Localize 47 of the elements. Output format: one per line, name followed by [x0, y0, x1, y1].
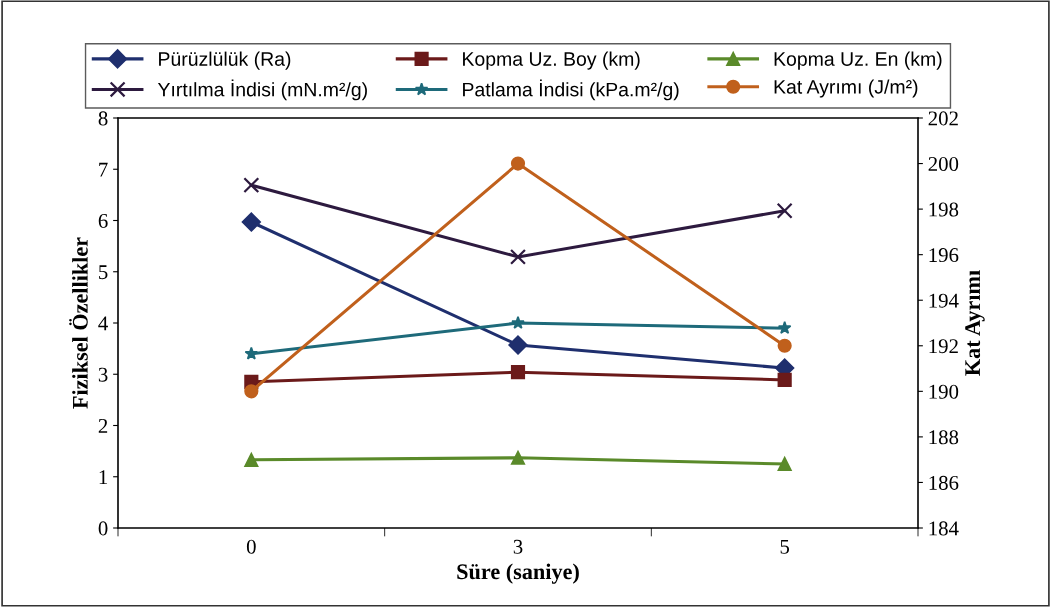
x-tick-label: 3: [513, 539, 523, 554]
point: [509, 248, 527, 265]
y-tick-label: 6: [98, 213, 108, 228]
x-axis-title: Süre (saniye): [457, 563, 579, 584]
y2-axis-title: Kat Ayrımı: [965, 270, 985, 376]
y2-tick-label: 198: [929, 202, 959, 217]
point: [777, 321, 792, 335]
y2-tick-label: 202: [928, 111, 958, 126]
y2-tick-label: 196: [929, 248, 959, 263]
point: [777, 372, 792, 387]
point: [244, 346, 259, 360]
x-tick-label: 0: [246, 539, 256, 554]
y-tick-label: 3: [98, 367, 108, 382]
point: [510, 365, 526, 380]
legend-label: Kopma Uz. Boy (km): [463, 51, 640, 70]
point: [777, 456, 792, 472]
y-tick-label: 7: [99, 162, 108, 177]
point: [508, 335, 528, 355]
x-tick-label: 5: [780, 539, 790, 554]
y2-tick-label: 192: [929, 339, 958, 354]
y-tick-label: 5: [99, 265, 108, 280]
point: [777, 338, 792, 353]
point: [241, 212, 262, 232]
legend-label: Kopma Uz. En (km): [774, 51, 942, 70]
legend-label: Kat Ayrımı (J/m²): [774, 79, 918, 98]
point: [244, 384, 259, 399]
y-tick-label: 0: [98, 521, 108, 536]
point: [510, 156, 526, 171]
y2-tick-label: 190: [929, 384, 959, 399]
point: [243, 177, 260, 194]
y2-tick-label: 186: [929, 475, 959, 490]
y2-tick-label: 200: [928, 156, 959, 171]
y2-tick-label: 194: [929, 293, 959, 308]
point: [244, 452, 259, 467]
y2-tick-label: 188: [929, 430, 959, 445]
legend-label: Patlama İndisi (kPa.m²/g): [463, 79, 679, 101]
y-tick-label: 2: [98, 418, 108, 433]
y-tick-label: 8: [98, 111, 108, 126]
y2-tick-label: 184: [929, 521, 959, 536]
legend-label: Yırtılma İndisi (mN.m²/g): [157, 79, 367, 101]
point: [510, 450, 526, 465]
point: [776, 202, 793, 219]
legend-label: Pürüzlülük (Ra): [159, 51, 291, 70]
point: [511, 315, 525, 329]
y-tick-label: 1: [99, 470, 108, 484]
y-axis-title: Fiziksel Özellikler: [69, 237, 88, 409]
y-tick-label: 4: [98, 316, 108, 331]
